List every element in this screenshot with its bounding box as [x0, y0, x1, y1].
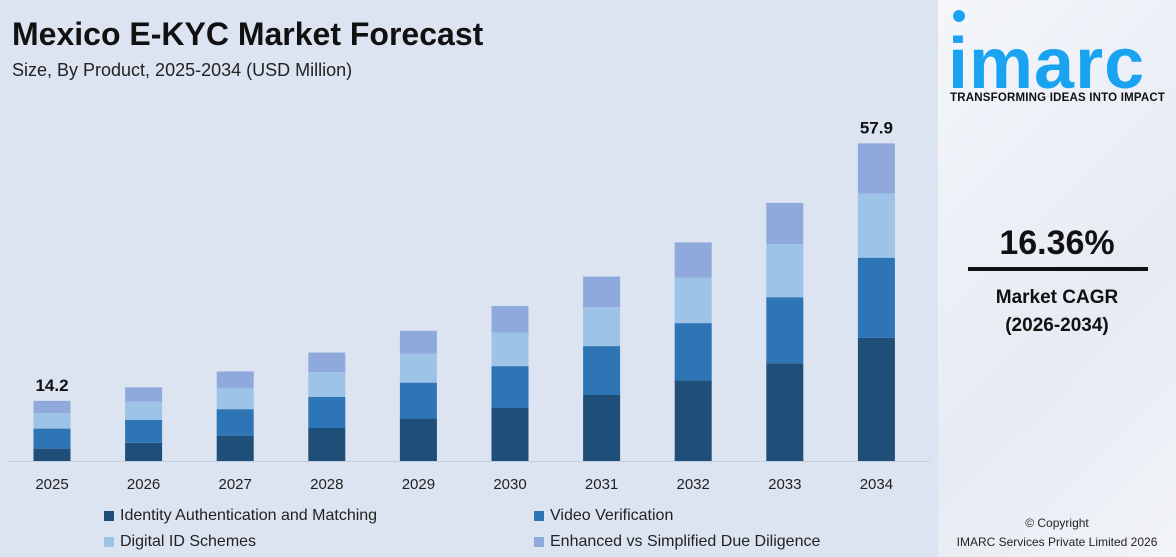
chart-subtitle: Size, By Product, 2025-2034 (USD Million… [12, 60, 353, 80]
divider [968, 267, 1148, 271]
x-tick-label: 2028 [310, 476, 343, 493]
bar-segment [674, 380, 712, 461]
x-tick-label: 2031 [585, 476, 618, 493]
x-tick-label: 2029 [402, 476, 435, 493]
bar-segment [216, 435, 254, 461]
total-label: 57.9 [860, 118, 893, 137]
bar-segment [399, 353, 437, 383]
x-tick-label: 2025 [35, 476, 68, 493]
bar-segment [399, 418, 437, 461]
cagr-value: 16.36% [999, 224, 1115, 262]
bar-segment [766, 244, 804, 298]
bar-segment [583, 346, 621, 395]
x-tick-label: 2026 [127, 476, 160, 493]
bar-segment [491, 332, 529, 367]
x-tick-label: 2034 [860, 476, 893, 493]
brand-tagline: TRANSFORMING IDEAS INTO IMPACT [950, 92, 1166, 104]
x-tick-label: 2030 [493, 476, 526, 493]
bar-segment [491, 306, 529, 333]
x-tick-label: 2027 [219, 476, 252, 493]
bar-segment [125, 401, 163, 420]
copyright-line: © Copyright [1025, 516, 1089, 530]
bar-segment [308, 372, 346, 397]
bar-segment [399, 382, 437, 419]
chart-panel: Mexico E-KYC Market Forecast Size, By Pr… [8, 16, 930, 551]
bar-segment [399, 330, 437, 354]
legend-item: Digital ID Schemes [104, 533, 256, 551]
bar-segment [583, 276, 621, 308]
bar-segment [308, 396, 346, 428]
legend-swatch [534, 537, 544, 547]
bar-segment [125, 419, 163, 443]
bar-segment [216, 371, 254, 388]
bar-segment [766, 202, 804, 245]
copyright: © Copyright IMARC Services Private Limit… [938, 514, 1176, 552]
bar-segment [583, 395, 621, 461]
bar-segment [583, 307, 621, 347]
legend-swatch [534, 511, 544, 521]
bar-segment [125, 442, 163, 461]
legend-item: Identity Authentication and Matching [104, 507, 377, 525]
legend-label: Identity Authentication and Matching [120, 507, 378, 524]
bar-segment [766, 363, 804, 461]
bar-segment [857, 143, 895, 194]
copyright-company: IMARC Services Private Limited 2026 [956, 535, 1158, 549]
bar-segment [491, 407, 529, 461]
bar-segment [308, 428, 346, 461]
imarc-logo: imarc [948, 10, 1145, 93]
total-label: 14.2 [35, 376, 68, 395]
cagr-label: Market CAGR (2026-2034) [938, 284, 1176, 340]
legend-swatch [104, 511, 114, 521]
bar-segment [308, 352, 346, 373]
bar-segment [491, 366, 529, 408]
bar-segment [33, 428, 71, 449]
bar-segment [125, 387, 163, 402]
bar-chart: 2025 14.2 2026 2027 2028 2029 2030 2031 2032 2033… [8, 118, 930, 493]
bar-segment [674, 242, 712, 278]
cagr-period: (2026-2034) [1005, 315, 1109, 336]
bar-segment [674, 277, 712, 324]
legend-label: Enhanced vs Simplified Due Diligence [550, 533, 821, 550]
legend-item: Enhanced vs Simplified Due Diligence [534, 533, 820, 551]
bar-segment [857, 257, 895, 338]
bar-segment [857, 193, 895, 258]
bar-segment [674, 323, 712, 381]
legend-label: Video Verification [550, 507, 674, 524]
x-tick-label: 2033 [768, 476, 801, 493]
bar-segment [857, 337, 895, 461]
bar-segment [33, 448, 71, 461]
bar-segment [216, 409, 254, 436]
cagr-label-text: Market CAGR [995, 287, 1119, 308]
bar-segment [766, 297, 804, 364]
bar-segment [33, 413, 71, 429]
info-panel: imarc TRANSFORMING IDEAS INTO IMPACT 16.… [938, 0, 1176, 557]
legend-swatch [104, 537, 114, 547]
legend-label: Digital ID Schemes [120, 533, 257, 550]
bar-segment [216, 387, 254, 410]
legend-item: Video Verification [534, 507, 673, 525]
bar-segment [33, 400, 71, 414]
svg-text:imarc: imarc [948, 24, 1145, 93]
x-tick-label: 2032 [677, 476, 710, 493]
chart-title: Mexico E-KYC Market Forecast [12, 16, 484, 52]
